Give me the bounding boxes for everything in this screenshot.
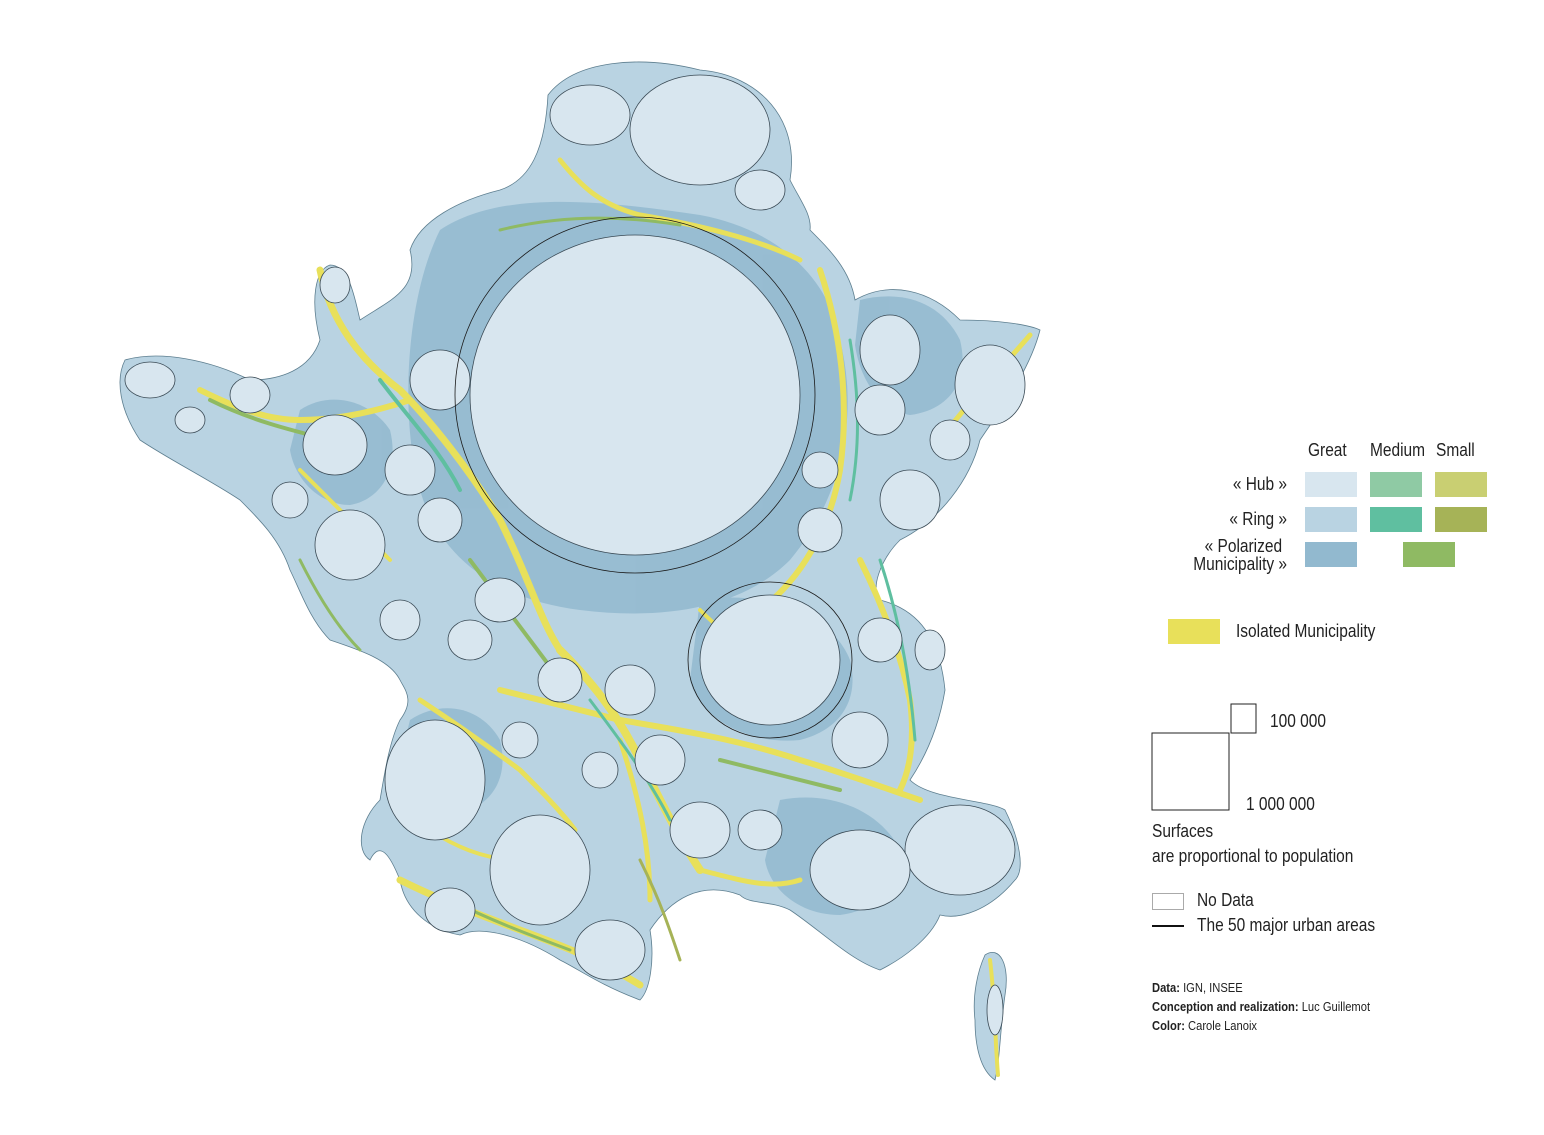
swatch-great-hub [1305, 472, 1357, 497]
legend-column-great: Great [1308, 440, 1347, 460]
surfaces-note-line1: Surfaces [1152, 821, 1214, 841]
legend-row-ring: « Ring » [1229, 509, 1287, 529]
credit-conception: Conception and realization: Luc Guillemo… [1152, 999, 1370, 1014]
credit-conception-value: Luc Guillemot [1298, 999, 1371, 1014]
hub-bordeaux [384, 719, 486, 841]
no-data-swatch [1152, 893, 1184, 910]
legend-row-hub: « Hub » [1232, 474, 1287, 494]
size-label-1000000: 1 000 000 [1246, 794, 1315, 814]
legend-column-small: Small [1436, 440, 1475, 460]
legend-row-polarized-line2: Municipality » [1193, 554, 1287, 574]
legend-column-medium: Medium [1370, 440, 1426, 460]
swatch-small-hub [1435, 472, 1487, 497]
swatch-medium-small-polarized [1403, 542, 1455, 567]
surfaces-note-line2: are proportional to population [1152, 846, 1354, 866]
no-data-label: No Data [1197, 890, 1254, 910]
swatch-medium-ring [1370, 507, 1422, 532]
credit-conception-label: Conception and realization: [1152, 999, 1299, 1014]
size-square-100000 [1230, 703, 1257, 734]
credit-color-value: Carole Lanoix [1184, 1018, 1258, 1033]
hub-toulouse [489, 814, 591, 926]
swatch-isolated [1168, 619, 1220, 644]
credit-color-label: Color: [1152, 1018, 1185, 1033]
credit-color: Color: Carole Lanoix [1152, 1018, 1257, 1033]
swatch-medium-hub [1370, 472, 1422, 497]
medium-small-areas [208, 216, 917, 962]
size-squares [1151, 703, 1257, 811]
size-square-1000000 [1151, 732, 1230, 811]
credit-data-value: IGN, INSEE [1179, 980, 1243, 995]
swatch-small-ring [1435, 507, 1487, 532]
legend-isolated-label: Isolated Municipality [1236, 621, 1376, 641]
credit-data: Data: IGN, INSEE [1152, 980, 1243, 995]
hub-paris [469, 234, 801, 556]
major-urban-label: The 50 major urban areas [1197, 915, 1376, 935]
major-urban-line [1152, 925, 1184, 927]
great-hub-bubbles [124, 74, 1026, 1036]
hub-nantes [314, 509, 386, 581]
major-urban-outlines [454, 216, 853, 739]
hub-strasbourg [954, 344, 1026, 426]
swatch-great-ring [1305, 507, 1357, 532]
size-label-100000: 100 000 [1270, 711, 1326, 731]
hub-lille [629, 74, 771, 186]
hub-marseille [904, 804, 1016, 896]
hub-lyon [699, 594, 841, 726]
hub-rennes [302, 414, 368, 476]
legend-row-polarized-line1: « Polarized [1204, 536, 1282, 556]
swatch-great-polarized [1305, 542, 1357, 567]
credit-data-label: Data: [1152, 980, 1180, 995]
